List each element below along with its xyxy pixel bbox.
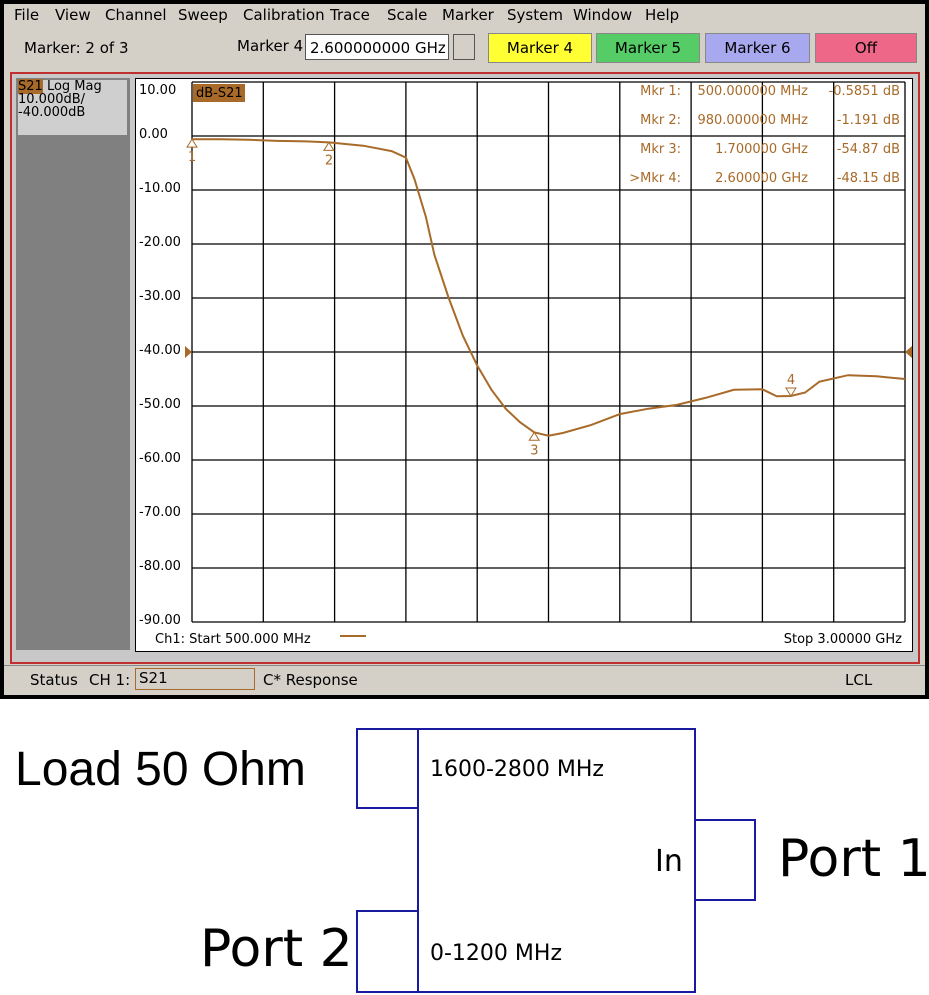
marker-readout: 500.000000 MHz xyxy=(697,84,808,99)
scale: 10.000dB/ xyxy=(18,92,86,107)
channel-label-box: S21 Log Mag 10.000dB/ -40.000dB xyxy=(18,79,127,135)
marker-5-button[interactable]: Marker 5 xyxy=(596,33,700,63)
marker-label: 1 xyxy=(188,150,196,165)
marker-readout: -54.87 dB xyxy=(837,142,900,157)
marker-count: Marker: 2 of 3 xyxy=(24,39,129,57)
marker-field-label: Marker 4 xyxy=(237,37,304,55)
trace-tag: S21 xyxy=(18,79,43,94)
marker-readout: Mkr 1: xyxy=(640,84,681,99)
y-tick-label: -20.00 xyxy=(139,235,181,250)
marker-value-input[interactable]: 2.600000000 GHz xyxy=(305,34,449,60)
marker-label: 4 xyxy=(787,373,795,388)
y-tick-label: -10.00 xyxy=(139,181,181,196)
y-tick-label: -30.00 xyxy=(139,289,181,304)
y-tick-label: -90.00 xyxy=(139,613,181,628)
menu-item[interactable]: Help xyxy=(645,6,680,24)
status-channel: CH 1: xyxy=(89,671,131,689)
marker xyxy=(785,387,797,397)
y-tick-label: -40.00 xyxy=(139,343,181,358)
ref-arrow-left xyxy=(185,346,192,358)
load-label: Load 50 Ohm xyxy=(15,743,306,796)
menu-item[interactable]: File xyxy=(14,6,40,24)
high-band-label: 1600-2800 MHz xyxy=(430,757,604,782)
port1-label: Port 1 xyxy=(778,829,929,889)
off-button[interactable]: Off xyxy=(815,33,917,63)
menu-item[interactable]: Trace xyxy=(330,6,370,24)
y-tick-label: -70.00 xyxy=(139,505,181,520)
menu-item[interactable]: Window xyxy=(573,6,633,24)
port2-label: Port 2 xyxy=(200,919,353,979)
status-message: C* Response xyxy=(263,671,358,689)
y-tick-label: -50.00 xyxy=(139,397,181,412)
marker-6-button[interactable]: Marker 6 xyxy=(705,33,810,63)
trace-label-box xyxy=(193,84,245,102)
y-tick-label: 10.00 xyxy=(139,83,176,98)
diagram-boxes xyxy=(356,728,756,993)
y-tick-label: -80.00 xyxy=(139,559,181,574)
marker-readout: 1.700000 GHz xyxy=(715,142,808,157)
marker-readout: -0.5851 dB xyxy=(829,84,900,99)
spin-button[interactable] xyxy=(453,34,475,60)
trace-label: dB-S21 xyxy=(196,86,243,101)
marker-readout: -1.191 dB xyxy=(837,113,900,128)
stop-label: Stop 3.00000 GHz xyxy=(784,632,902,647)
marker xyxy=(322,141,335,151)
marker-readout: >Mkr 4: xyxy=(629,171,681,186)
marker-readout: 2.600000 GHz xyxy=(715,171,808,186)
marker-readout: -48.15 dB xyxy=(837,171,900,186)
reference: -40.000dB xyxy=(18,105,86,120)
marker-readout: Mkr 3: xyxy=(640,142,681,157)
plot-frame xyxy=(135,78,913,652)
format: Log Mag xyxy=(46,79,102,94)
ref-arrow-right xyxy=(905,346,912,358)
menu-item[interactable]: Scale xyxy=(387,6,428,24)
status-bar xyxy=(4,665,925,692)
menu-item[interactable]: Channel xyxy=(105,6,167,24)
marker-label: 2 xyxy=(325,153,333,168)
menu-item[interactable]: System xyxy=(507,6,563,24)
menu-item[interactable]: Calibration xyxy=(243,6,325,24)
status-trace: S21 xyxy=(135,668,255,690)
channel-panel xyxy=(16,78,130,650)
marker-readout: Mkr 2: xyxy=(640,113,681,128)
y-tick-label: -60.00 xyxy=(139,451,181,466)
marker xyxy=(528,431,541,441)
low-band-label: 0-1200 MHz xyxy=(430,941,562,966)
marker xyxy=(186,138,198,148)
start-label: Ch1: Start 500.000 MHz xyxy=(155,632,311,647)
marker-readout: 980.000000 MHz xyxy=(697,113,808,128)
trace xyxy=(192,138,906,437)
status-label: Status xyxy=(30,671,78,689)
menu-item[interactable]: Sweep xyxy=(178,6,228,24)
in-label: In xyxy=(655,844,683,879)
status-mode: LCL xyxy=(845,671,873,689)
menu-item[interactable]: View xyxy=(55,6,91,24)
marker-label: 3 xyxy=(530,443,538,458)
y-tick-label: 0.00 xyxy=(139,127,168,142)
marker-4-button[interactable]: Marker 4 xyxy=(488,33,592,63)
menu-item[interactable]: Marker xyxy=(442,6,494,24)
